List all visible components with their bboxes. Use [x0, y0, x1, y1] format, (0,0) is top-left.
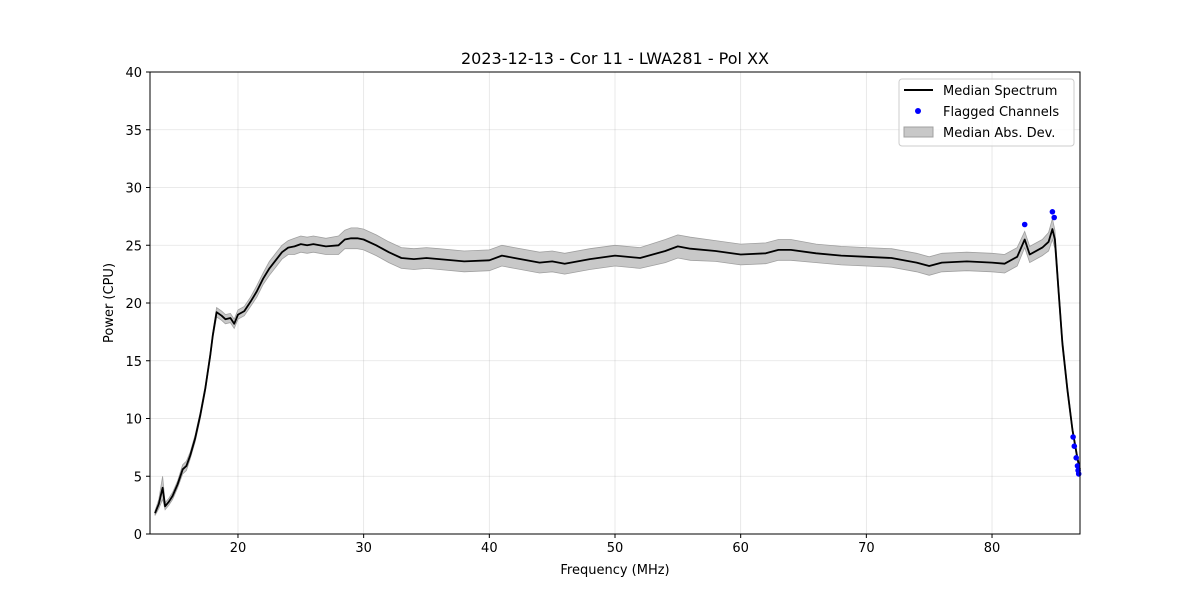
- x-tick-label: 60: [732, 541, 749, 556]
- legend-label-flagged-channels: Flagged Channels: [943, 105, 1059, 120]
- y-tick-label: 25: [125, 239, 142, 254]
- flagged-channel-point: [1051, 214, 1057, 221]
- legend-label-median-spectrum: Median Spectrum: [943, 84, 1057, 99]
- x-tick-label: 50: [607, 541, 624, 556]
- median-line-group: [154, 228, 1081, 514]
- legend-label-median-abs-dev: Median Abs. Dev.: [943, 126, 1055, 141]
- flagged-channel-point: [1021, 221, 1028, 228]
- x-tick-label: 80: [984, 541, 1001, 556]
- y-tick-label: 10: [125, 413, 142, 428]
- y-tick-label: 20: [125, 297, 142, 312]
- y-tick-label: 15: [125, 355, 142, 370]
- legend-box: [898, 78, 1075, 147]
- legend-point-swatch: [915, 108, 921, 114]
- flagged-channel-point: [1075, 471, 1082, 477]
- x-tick-label: 30: [355, 541, 372, 556]
- x-axis-ticks: 20 30 40 50 60 70 80: [230, 534, 1001, 556]
- median-spectrum-line: [154, 228, 1081, 514]
- flagged-channel-point: [1070, 434, 1076, 440]
- plot-area: [150, 72, 1080, 534]
- legend-band-swatch: [903, 126, 934, 138]
- y-axis-label: Power (CPU): [102, 263, 117, 343]
- chart-title: 2023-12-13 - Cor 11 - LWA281 - Pol XX: [461, 49, 769, 68]
- y-tick-label: 30: [125, 182, 142, 197]
- flagged-channel-point: [1071, 443, 1078, 450]
- y-axis-ticks: 0 5 10 15 20 25 30 35 40: [125, 66, 150, 543]
- y-tick-label: 0: [134, 528, 142, 543]
- y-tick-label: 40: [125, 66, 142, 81]
- legend: Median Spectrum Flagged Channels Median …: [898, 78, 1075, 147]
- y-tick-label: 5: [134, 470, 142, 485]
- x-axis-label: Frequency (MHz): [560, 563, 669, 578]
- x-tick-label: 70: [858, 541, 875, 556]
- x-tick-label: 20: [230, 541, 247, 556]
- x-tick-label: 40: [481, 541, 498, 556]
- flagged-channel-point: [1074, 463, 1081, 469]
- flagged-channel-point: [1073, 455, 1079, 461]
- y-tick-label: 35: [125, 124, 142, 139]
- flagged-channel-point: [1049, 209, 1056, 215]
